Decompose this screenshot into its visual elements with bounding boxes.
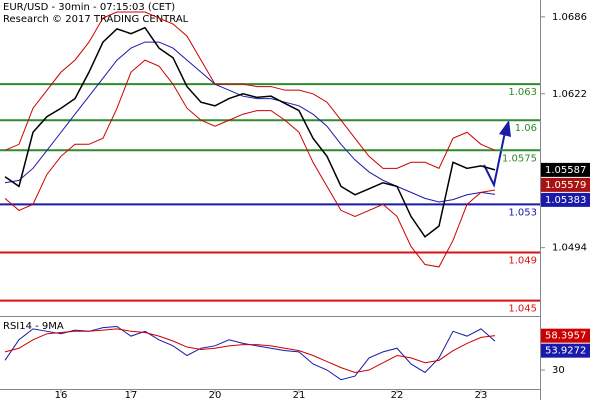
series-line [4, 11, 496, 169]
level-label: 1.06 [515, 123, 537, 134]
chart-title: EUR/USD - 30min - 07:15:03 (CET) [3, 2, 175, 13]
price-tag [541, 328, 590, 343]
series-line [4, 59, 496, 268]
y-tick-label: 1.0494 [552, 243, 587, 254]
y-tick-label: 1.0686 [552, 12, 587, 23]
price-tag [541, 177, 590, 192]
y-tick-label: 30 [552, 365, 565, 376]
price-tag-label: 1.05579 [545, 180, 586, 191]
series-line [4, 41, 496, 203]
x-tick-label: 16 [55, 390, 68, 400]
price-tag [541, 162, 590, 177]
rsi-title: RSI14 - 9MA [3, 321, 64, 332]
x-tick-label: 21 [293, 390, 306, 400]
level-label: 1.049 [508, 255, 537, 266]
series-line [4, 328, 496, 373]
x-tick-label: 22 [391, 390, 404, 400]
series-line [4, 26, 496, 238]
price-tag [541, 192, 590, 207]
level-label: 1.053 [508, 207, 537, 218]
price-tag-label: 1.05383 [545, 195, 586, 206]
price-tag [541, 343, 590, 358]
chart-subtitle: Research © 2017 TRADING CENTRAL [3, 14, 189, 25]
x-tick-label: 17 [125, 390, 138, 400]
price-tag-label: 53.9272 [545, 346, 586, 357]
level-label: 1.045 [508, 304, 537, 315]
level-label: 1.063 [508, 87, 537, 98]
level-label: 1.0575 [502, 153, 537, 164]
x-tick-label: 20 [209, 390, 222, 400]
price-tag-label: 1.05587 [545, 165, 586, 176]
y-tick-label: 1.0622 [552, 89, 587, 100]
x-tick-label: 23 [475, 390, 488, 400]
price-tag-label: 58.3957 [545, 331, 586, 342]
